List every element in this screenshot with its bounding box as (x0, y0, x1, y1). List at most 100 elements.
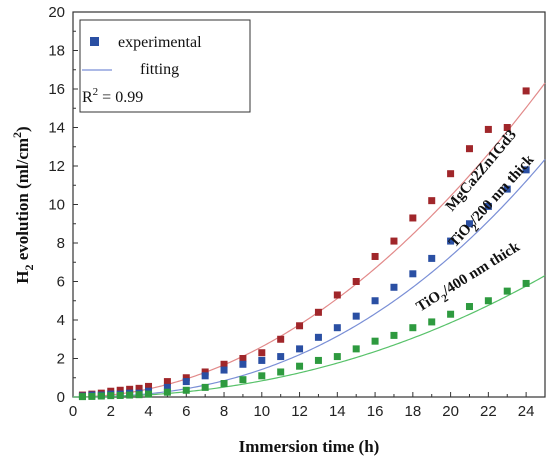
y-tick-label: 18 (48, 43, 65, 60)
x-tick-label: 20 (442, 403, 459, 420)
legend-box (79, 19, 251, 113)
data-point-series-1 (145, 382, 153, 390)
legend-r2-sup: 2 (93, 86, 99, 98)
x-tick-label: 14 (329, 403, 346, 420)
data-point-series-3 (296, 362, 304, 370)
x-tick-label: 12 (291, 403, 308, 420)
data-point-series-1 (116, 386, 124, 394)
legend-r2-r: R (82, 89, 93, 106)
data-point-series-3 (258, 372, 266, 380)
data-point-series-2 (428, 254, 436, 262)
x-tick-label: 4 (144, 403, 152, 420)
data-point-series-1 (258, 349, 266, 357)
data-point-series-1 (484, 125, 492, 133)
legend-r2-value: = 0.99 (98, 89, 143, 106)
data-point-series-1 (390, 237, 398, 245)
data-point-series-2 (201, 372, 209, 380)
data-point-series-1 (182, 374, 190, 382)
data-point-series-3 (447, 310, 455, 318)
legend-fitting-label: fitting (140, 61, 179, 78)
data-point-series-1 (277, 335, 285, 343)
data-point-series-3 (163, 388, 171, 396)
data-point-series-3 (97, 392, 105, 400)
data-point-series-2 (371, 297, 379, 305)
legend-r2: R2 = 0.99 (82, 86, 143, 106)
data-point-series-2 (277, 353, 285, 361)
y-tick-label: 16 (48, 81, 65, 98)
data-point-series-1 (296, 322, 304, 330)
data-point-series-2 (239, 360, 247, 368)
data-point-series-1 (126, 385, 134, 393)
legend: experimental fitting R2 = 0.99 (79, 19, 251, 113)
y-tick-label: 12 (48, 158, 65, 175)
data-point-series-1 (201, 368, 209, 376)
data-point-series-3 (126, 391, 134, 399)
data-point-series-3 (116, 391, 124, 399)
data-point-series-3 (465, 303, 473, 311)
data-point-series-3 (220, 380, 228, 388)
data-point-series-3 (333, 353, 341, 361)
data-point-series-3 (522, 279, 530, 287)
x-tick-label: 6 (182, 403, 190, 420)
data-point-series-1 (135, 384, 143, 392)
data-point-series-2 (314, 333, 322, 341)
data-point-series-2 (333, 324, 341, 332)
data-point-series-2 (296, 345, 304, 353)
data-point-series-2 (447, 237, 455, 245)
x-tick-label: 18 (404, 403, 421, 420)
data-point-series-3 (78, 393, 86, 401)
data-point-series-2 (409, 270, 417, 278)
data-point-series-3 (314, 356, 322, 364)
data-point-series-1 (428, 197, 436, 205)
data-point-series-2 (258, 356, 266, 364)
data-point-series-3 (107, 392, 115, 400)
data-point-series-3 (352, 345, 360, 353)
y-tick-label: 6 (57, 274, 65, 291)
data-point-series-3 (390, 331, 398, 339)
data-point-series-1 (447, 170, 455, 178)
data-points (78, 87, 530, 401)
data-point-series-1 (465, 145, 473, 153)
y-axis-title-sup: 2 (10, 132, 24, 138)
data-point-series-3 (135, 391, 143, 399)
x-tick-label: 8 (220, 403, 228, 420)
y-axis-title-sub: 2 (22, 264, 36, 270)
data-point-series-3 (428, 318, 436, 326)
data-point-series-3 (409, 324, 417, 332)
data-point-series-2 (390, 283, 398, 291)
x-tick-label: 2 (107, 403, 115, 420)
data-point-series-2 (352, 312, 360, 320)
data-point-series-3 (201, 383, 209, 391)
y-tick-label: 4 (57, 312, 65, 329)
y-axis-title-end: ) (13, 126, 32, 132)
data-point-series-2 (503, 185, 511, 193)
data-point-series-1 (333, 291, 341, 299)
data-point-series-2 (220, 366, 228, 374)
data-point-series-1 (371, 252, 379, 260)
data-point-series-3 (182, 386, 190, 394)
data-point-series-1 (239, 355, 247, 362)
x-tick-label: 10 (253, 403, 270, 420)
x-tick-label: 0 (69, 403, 77, 420)
y-tick-label: 14 (48, 120, 65, 137)
data-point-series-2 (484, 202, 492, 210)
y-tick-label: 2 (57, 351, 65, 368)
y-tick-label: 20 (48, 4, 65, 21)
data-point-series-2 (182, 378, 190, 386)
data-point-series-3 (88, 392, 96, 400)
legend-experimental-marker (90, 37, 99, 46)
data-point-series-3 (277, 368, 285, 376)
data-point-series-1 (314, 308, 322, 316)
x-tick-label: 24 (518, 403, 535, 420)
data-point-series-3 (371, 337, 379, 345)
y-axis-title-rest: evolution (ml/cm (13, 138, 32, 265)
annotation-series-3-sub: 2 (440, 292, 451, 305)
y-axis-title: H2 evolution (ml/cm2) (10, 126, 36, 283)
data-point-series-2 (522, 166, 530, 174)
data-point-series-3 (145, 390, 153, 398)
data-point-series-2 (465, 220, 473, 228)
x-tick-label: 22 (480, 403, 497, 420)
data-point-series-1 (409, 214, 417, 222)
